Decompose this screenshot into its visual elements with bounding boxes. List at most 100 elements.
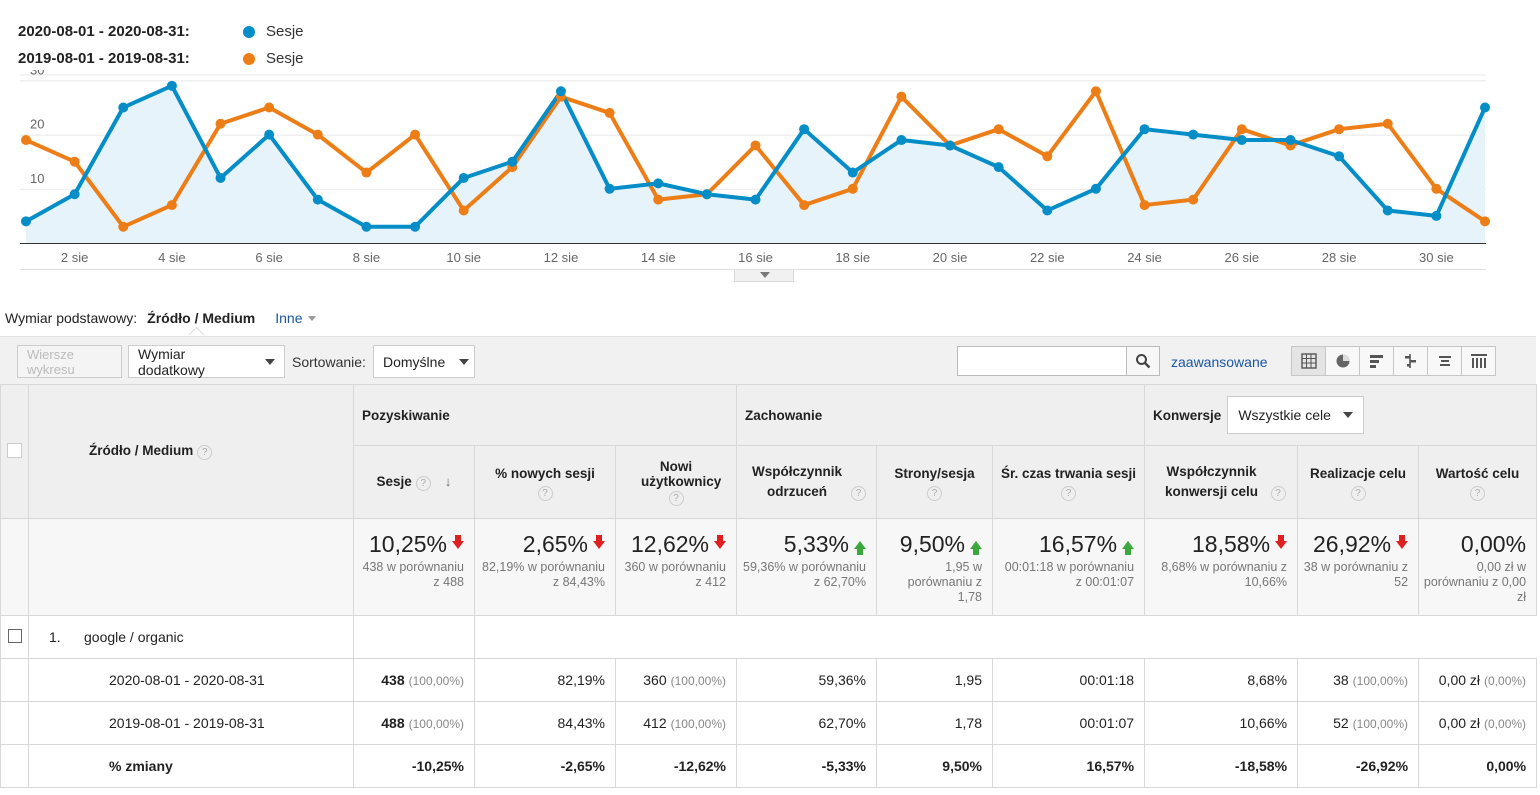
data-point (750, 194, 761, 205)
x-tick-label: 24 sie (1127, 250, 1162, 265)
data-point (1090, 86, 1101, 97)
col-new-sessions-pct[interactable]: % nowych sesji? (474, 445, 616, 519)
legend-item-current[interactable]: 2020-08-01 - 2020-08-31: Sesje (18, 18, 304, 45)
col-label: Nowi użytkownicy (641, 458, 722, 489)
col-bounce-rate[interactable]: Współczynnik odrzuceń? (736, 445, 877, 519)
help-icon[interactable]: ? (1270, 486, 1286, 501)
data-point (1480, 102, 1490, 113)
cell-percent: (100,00%) (408, 717, 464, 731)
bar-view-button[interactable] (1359, 346, 1394, 376)
data-point (1236, 135, 1247, 146)
summary-percent: 26,92% (1313, 531, 1392, 557)
secondary-dimension-dropdown[interactable]: Wymiar dodatkowy (128, 345, 285, 378)
summary-percent: 12,62% (630, 531, 709, 557)
arrow-up-icon (1122, 540, 1135, 555)
summary-percent: 5,33% (783, 531, 849, 557)
comparison-view-button[interactable] (1393, 346, 1428, 376)
collapse-chart-toggle[interactable] (734, 270, 794, 282)
x-tick-label: 8 sie (353, 250, 380, 265)
data-point (21, 135, 31, 146)
summary-percent: 0,00% (1460, 531, 1527, 557)
term-cloud-view-button[interactable] (1427, 346, 1462, 376)
change-cell: 16,57% (991, 744, 1146, 788)
help-icon[interactable]: ? (1470, 485, 1486, 501)
help-icon[interactable]: ? (668, 490, 684, 506)
row-dimension-cell[interactable]: 1. google / organic (28, 615, 354, 659)
table-cell: 00:01:18 (991, 658, 1146, 702)
col-sessions[interactable]: Sesje? ↓ (353, 445, 475, 519)
change-cell: -12,62% (615, 744, 737, 788)
data-point (1188, 194, 1199, 205)
col-new-users[interactable]: Nowi użytkownicy? (615, 445, 737, 519)
row-checkbox-cell[interactable] (0, 615, 29, 659)
pie-view-button[interactable] (1325, 346, 1360, 376)
sort-desc-icon: ↓ (444, 474, 452, 489)
col-pages-per-session[interactable]: Strony/sesja? (876, 445, 993, 519)
data-point (312, 194, 323, 205)
legend-item-previous[interactable]: 2019-08-01 - 2019-08-31: Sesje (18, 45, 304, 72)
data-point (604, 107, 615, 118)
col-goal-conversion-rate[interactable]: Współczynnik konwersji celu? (1144, 445, 1299, 519)
select-all-checkbox[interactable] (7, 442, 22, 458)
row-checkbox[interactable] (7, 628, 22, 643)
data-point (264, 129, 275, 140)
help-icon[interactable]: ? (1061, 485, 1077, 501)
change-cell: 9,50% (876, 744, 993, 788)
plot-rows-button[interactable]: Wiersze wykresu (17, 345, 122, 378)
data-point (1090, 183, 1101, 194)
dimension-header[interactable]: Źródło / Medium? (28, 384, 354, 519)
summary-cell: 10,25% 438 w porównaniu z 488 (353, 518, 475, 616)
cell-value: 8,68% (1247, 672, 1288, 688)
data-point (1480, 216, 1490, 227)
summary-cell: 2,65% 82,19% w porównaniu z 84,43% (474, 518, 616, 616)
table-row[interactable]: 1. google / organic (0, 615, 1537, 659)
summary-comparison: 360 w porównaniu z 412 (624, 560, 726, 589)
change-cell: -10,25% (353, 744, 475, 788)
summary-comparison: 438 w porównaniu z 488 (362, 560, 464, 589)
arrow-up-icon (970, 540, 982, 555)
help-icon[interactable]: ? (851, 486, 866, 501)
summary-comparison: 1,95 w porównaniu z 1,78 (907, 560, 982, 604)
summary-change-value: 2,65% (479, 531, 605, 558)
table-toolbar: Wiersze wykresu Wymiar dodatkowy Sortowa… (0, 336, 1536, 384)
table-cell: 360 (100,00%) (615, 658, 737, 702)
col-avg-session-duration[interactable]: Śr. czas trwania sesji? (991, 445, 1146, 519)
legend-series-name: Sesje (266, 23, 304, 40)
advanced-filter-link[interactable]: zaawansowane (1171, 354, 1268, 370)
select-all-cell[interactable] (0, 384, 29, 519)
pivot-view-button[interactable] (1461, 346, 1496, 376)
data-point (604, 183, 615, 194)
data-point (701, 189, 712, 200)
col-goal-completions[interactable]: Realizacje celu? (1297, 445, 1420, 519)
group-conversions: Konwersje Wszystkie cele (1144, 384, 1538, 446)
sessions-line-chart[interactable]: 10 20 30 2 sie 4 sie 6 sie 8 sie 10 sie 12 sie 14… (0, 70, 1540, 270)
search-button[interactable] (1126, 346, 1160, 376)
primary-dimension-other[interactable]: Inne (275, 310, 316, 326)
help-icon[interactable]: ? (927, 485, 942, 501)
help-icon[interactable]: ? (197, 445, 213, 460)
help-icon[interactable]: ? (1350, 485, 1366, 501)
data-point (896, 135, 907, 146)
row-name-link[interactable]: google / organic (84, 629, 184, 645)
col-goal-value[interactable]: Wartość celu? (1418, 445, 1538, 519)
summary-comparison: 59,36% w porównaniu z 62,70% (743, 560, 866, 589)
primary-dimension-source-medium[interactable]: Źródło / Medium (147, 310, 256, 326)
table-view-button[interactable] (1291, 346, 1326, 376)
table-cell: 82,19% (474, 658, 616, 702)
summary-empty-cell (28, 518, 354, 616)
x-tick-label: 20 sie (933, 250, 968, 265)
report-table: Źródło / Medium? Pozyskiwanie Zachowanie… (0, 384, 1538, 788)
summary-cell: 5,33% 59,36% w porównaniu z 62,70% (736, 518, 877, 616)
table-search-input[interactable] (957, 346, 1127, 376)
cell-value: 0,00 zł (1438, 672, 1481, 688)
goal-select-dropdown[interactable]: Wszystkie cele (1227, 396, 1364, 434)
pivot-icon (1470, 354, 1487, 368)
table-cell: 438 (100,00%) (353, 658, 475, 702)
summary-change-value: 26,92% (1302, 531, 1409, 558)
help-icon[interactable]: ? (537, 485, 553, 501)
summary-comparison: 38 w porównaniu z 52 (1303, 560, 1409, 589)
sort-dropdown[interactable]: Domyślne (373, 345, 475, 378)
help-icon[interactable]: ? (415, 476, 431, 491)
row-empty-cell (0, 744, 29, 788)
x-tick-label: 10 sie (446, 250, 481, 265)
